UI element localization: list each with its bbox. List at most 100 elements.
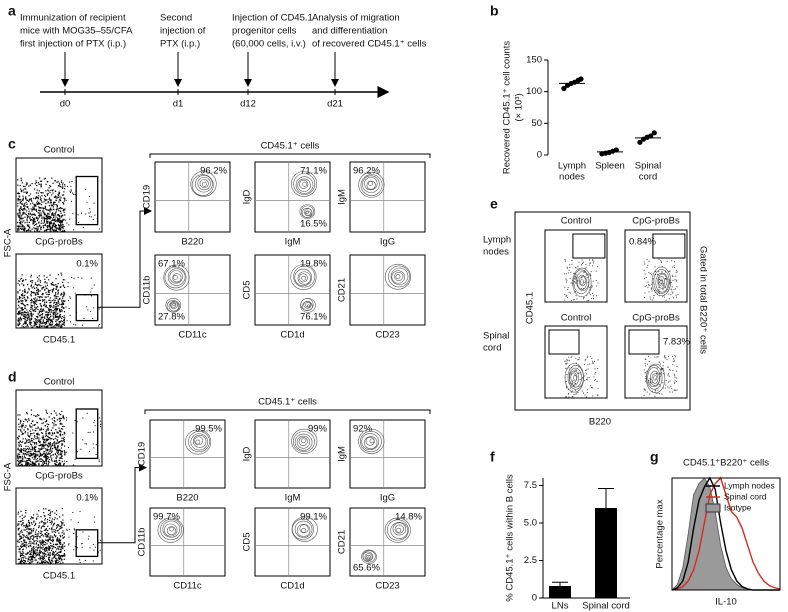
event-dot (29, 458, 30, 459)
event-dot (26, 542, 27, 543)
event-dot (42, 454, 43, 455)
event-dot (29, 453, 30, 454)
event-dot (53, 224, 54, 225)
event-dot (24, 544, 25, 545)
header: CD45.1⁺ cells (261, 141, 320, 152)
event-dot (51, 430, 52, 431)
event-dot (38, 448, 39, 449)
event-dot (28, 226, 29, 227)
event-dot (46, 288, 47, 289)
event-dot (30, 193, 31, 194)
event-dot (672, 392, 673, 393)
event-dot (20, 310, 21, 311)
event-dot (46, 282, 47, 283)
event-dot (35, 430, 36, 431)
event-dot (36, 415, 37, 416)
event-dot (36, 304, 37, 305)
event-dot (55, 321, 56, 322)
event-dot (663, 362, 664, 363)
event-dot (44, 455, 45, 456)
event-dot (19, 551, 20, 552)
event-dot (29, 533, 30, 534)
event-dot (17, 540, 18, 541)
event-dot (575, 383, 576, 384)
event-dot (37, 218, 38, 219)
event-dot (24, 213, 25, 214)
event-dot (674, 355, 675, 356)
event-dot (60, 544, 61, 545)
axis-label: % CD45.1⁺ cells within B cells (505, 474, 516, 602)
event-dot (33, 553, 34, 554)
event-dot (644, 264, 645, 265)
event-dot (33, 292, 34, 293)
event-dot (671, 388, 672, 389)
event-dot (672, 276, 673, 277)
event-dot (52, 537, 53, 538)
event-dot (17, 291, 18, 292)
event-dot (20, 553, 21, 554)
event-dot (571, 260, 572, 261)
event-dot (583, 298, 584, 299)
event-dot (22, 561, 23, 562)
event-dot (649, 261, 650, 262)
event-dot (51, 202, 52, 203)
event-dot (49, 517, 50, 518)
event-dot (47, 464, 48, 465)
contour (397, 528, 401, 532)
event-dot (48, 559, 49, 560)
event-dot (56, 460, 57, 461)
event-dot (25, 446, 26, 447)
event-dot (40, 453, 41, 454)
event-dot (57, 552, 58, 553)
event-dot (39, 203, 40, 204)
event-dot (46, 305, 47, 306)
event-dot (52, 190, 53, 191)
event-dot (34, 424, 35, 425)
event-dot (32, 448, 33, 449)
contour (173, 274, 182, 282)
event-dot (54, 213, 55, 214)
event-dot (52, 219, 53, 220)
event-dot (33, 517, 34, 518)
event-dot (591, 387, 592, 388)
event-dot (55, 196, 56, 197)
contour (568, 365, 584, 389)
event-dot (93, 443, 94, 444)
event-dot (661, 394, 662, 395)
event-dot (34, 451, 35, 452)
event-dot (61, 450, 62, 451)
event-dot (40, 280, 41, 281)
event-dot (662, 289, 663, 290)
event-dot (60, 457, 61, 458)
event-dot (59, 543, 60, 544)
event-dot (44, 316, 45, 317)
event-dot (90, 311, 91, 312)
event-dot (28, 451, 29, 452)
event-dot (17, 414, 18, 415)
event-dot (38, 552, 39, 553)
event-dot (29, 562, 30, 563)
event-dot (569, 396, 570, 397)
event-dot (57, 447, 58, 448)
event-dot (51, 310, 52, 311)
event-dot (566, 296, 567, 297)
event-dot (31, 299, 32, 300)
event-dot (88, 536, 89, 537)
event-dot (572, 356, 573, 357)
event-dot (35, 224, 36, 225)
event-dot (55, 214, 56, 215)
event-dot (36, 326, 37, 327)
event-dot (20, 421, 21, 422)
event-dot (18, 523, 19, 524)
event-dot (53, 551, 54, 552)
event-dot (46, 532, 47, 533)
event-dot (42, 557, 43, 558)
event-dot (36, 211, 37, 212)
event-dot (590, 263, 591, 264)
event-dot (28, 436, 29, 437)
event-dot (565, 363, 566, 364)
event-dot (30, 431, 31, 432)
event-dot (589, 292, 590, 293)
event-dot (567, 360, 568, 361)
event-dot (19, 319, 20, 320)
